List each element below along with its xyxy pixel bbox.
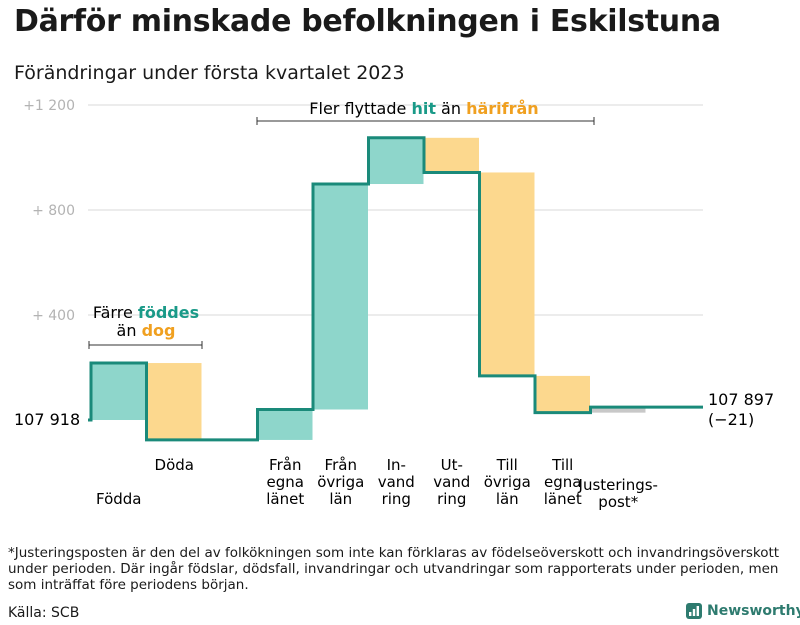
brand-name: Newsworthy	[707, 603, 800, 619]
end-change-label: (−21)	[708, 410, 754, 429]
annotation-births-deaths-line2: än dog	[117, 321, 176, 340]
brand-logo[interactable]: Newsworthy	[686, 603, 800, 619]
category-label: Till egna länet	[544, 456, 582, 508]
y-tick-label: +1 200	[23, 98, 75, 114]
category-label: In-vand ring	[378, 456, 415, 508]
category-label: Födda	[96, 490, 142, 508]
waterfall-bar	[146, 363, 202, 440]
waterfall-bar	[91, 363, 146, 420]
source-label: Källa: SCB	[8, 605, 80, 621]
annotation-migration: Fler flyttade hit än härifrån	[309, 99, 538, 118]
bar-chart-icon	[686, 603, 702, 619]
category-label: Döda	[155, 456, 194, 474]
category-label: Ut-vand ring	[433, 456, 470, 508]
category-label: Från egna länet	[266, 456, 304, 508]
waterfall-bar	[479, 172, 535, 376]
waterfall-bar	[368, 137, 424, 185]
y-tick-label: + 400	[32, 308, 75, 324]
end-value-label: 107 897	[708, 390, 774, 409]
y-tick-label: + 800	[32, 203, 75, 219]
waterfall-bar	[535, 375, 590, 413]
category-label: Till övriga län	[484, 456, 531, 508]
cumulative-line	[88, 136, 703, 442]
start-value-label: 107 918	[14, 410, 80, 429]
category-label: Från övriga län	[317, 456, 364, 508]
waterfall-bar	[590, 407, 646, 413]
footnote: *Justeringsposten är den del av folkökni…	[8, 545, 780, 593]
waterfall-chart: +1 200 + 800 + 400 107 918 107 897(−21) Födda…	[14, 98, 774, 511]
waterfall-bar	[313, 184, 368, 410]
annotation-births-deaths: Färre föddes	[93, 303, 199, 322]
waterfall-bar	[257, 409, 313, 440]
chart-title: Därför minskade befolkningen i Eskilstun…	[14, 4, 721, 39]
category-label: Justerings-post*	[578, 476, 658, 511]
chart-subtitle: Förändringar under första kvartalet 2023	[14, 62, 405, 84]
waterfall-bar	[424, 137, 479, 173]
